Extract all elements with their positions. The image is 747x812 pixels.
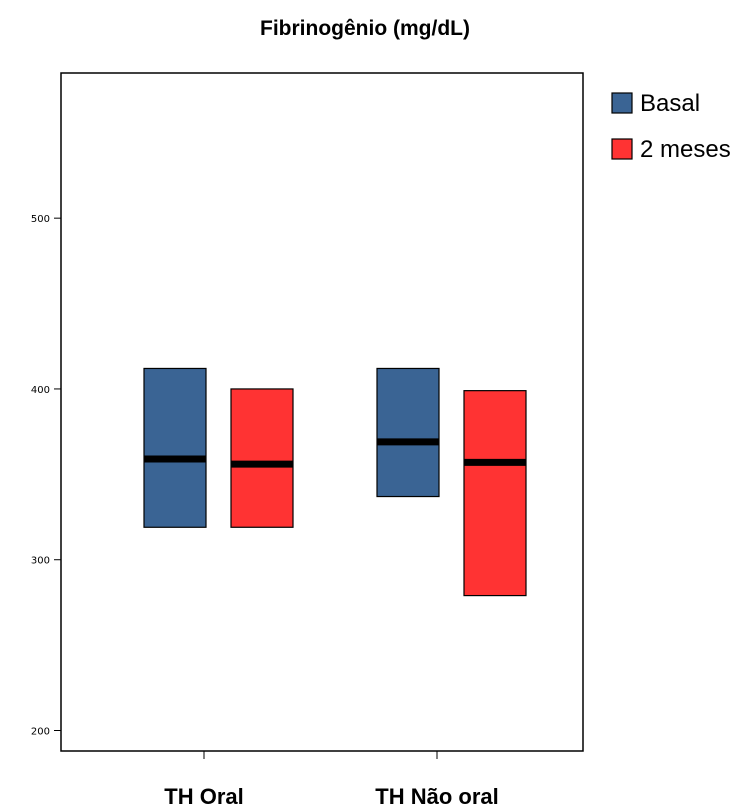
x-category-label: TH Oral bbox=[164, 784, 243, 809]
legend: Basal 2 meses bbox=[611, 90, 731, 163]
legend-label: 2 meses bbox=[640, 136, 731, 163]
y-tick-label: 400 bbox=[31, 385, 50, 396]
legend-label: Basal bbox=[640, 90, 700, 117]
box-basal bbox=[376, 367, 440, 498]
legend-swatch bbox=[611, 92, 633, 114]
y-axis: 200 300 400 500 bbox=[31, 214, 61, 738]
x-axis: TH Oral TH Não oral bbox=[164, 751, 499, 809]
box-2-meses bbox=[230, 388, 294, 528]
x-category-label: TH Não oral bbox=[375, 784, 498, 809]
box-2-meses bbox=[463, 390, 527, 597]
box-basal bbox=[143, 367, 207, 528]
y-tick-label: 300 bbox=[31, 556, 50, 567]
box-series bbox=[143, 367, 527, 597]
legend-swatch bbox=[611, 138, 633, 160]
y-tick-label: 500 bbox=[31, 214, 50, 225]
y-tick-label: 200 bbox=[31, 727, 50, 738]
chart-title: Fibrinogênio (mg/dL) bbox=[260, 17, 470, 40]
